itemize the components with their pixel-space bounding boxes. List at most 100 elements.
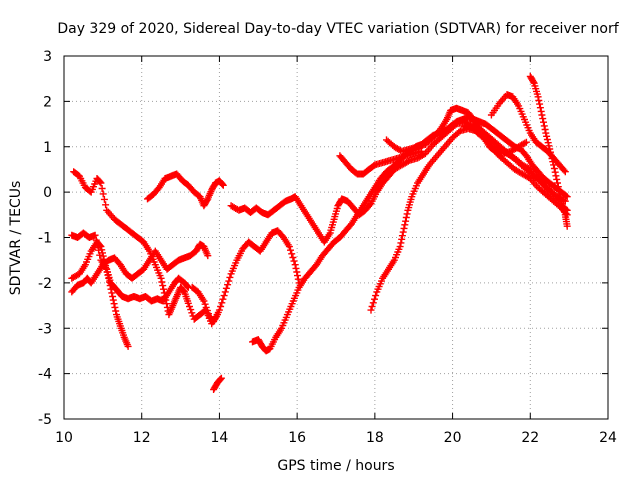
data-point-s4 (110, 300, 118, 308)
data-point-s7 (205, 310, 212, 318)
data-point-s14 (552, 172, 560, 180)
y-tick-label: 2 (43, 94, 52, 110)
data-point-s5 (203, 196, 211, 204)
data-point-s11 (397, 239, 405, 247)
data-point-s14 (563, 222, 571, 230)
data-point-s1 (158, 278, 166, 286)
data-point-s6 (522, 138, 530, 146)
y-axis-label: SDTVAR / TECUs (8, 181, 24, 296)
data-point-s11 (403, 210, 411, 218)
data-point-s14 (536, 104, 544, 112)
data-point-s5 (219, 181, 227, 189)
data-point-s4 (107, 285, 115, 293)
data-point-s3 (204, 252, 212, 260)
data-point-s1 (96, 178, 104, 186)
data-point-s9 (563, 193, 571, 201)
data-point-s1 (160, 285, 167, 293)
data-point-s11 (402, 214, 410, 221)
data-point-s1 (157, 274, 165, 282)
x-tick-label: 18 (366, 430, 384, 446)
data-point-s14 (536, 100, 544, 108)
data-point-s4 (111, 303, 119, 311)
data-point-s7 (294, 275, 302, 283)
data-point-s4 (100, 255, 108, 263)
data-point-s7 (201, 300, 209, 308)
data-point-s4 (104, 271, 112, 279)
data-point-s1 (102, 201, 110, 209)
data-point-s4 (97, 243, 105, 251)
data-point-s14 (543, 136, 551, 143)
data-point-s14 (550, 161, 558, 169)
data-point-s14 (540, 122, 548, 130)
data-point-s10 (418, 147, 425, 155)
data-point-s7 (289, 254, 297, 261)
data-point-s7 (288, 250, 296, 258)
data-point-s14 (545, 142, 553, 150)
data-point-s7 (215, 306, 223, 314)
data-point-s7 (202, 303, 210, 311)
data-point-s7 (200, 297, 208, 305)
x-tick-label: 10 (55, 430, 73, 446)
data-point-s14 (546, 145, 554, 153)
y-tick-label: 3 (43, 49, 52, 65)
axis-ticks (63, 55, 609, 420)
data-point-s14 (547, 148, 554, 156)
data-point-s1 (98, 185, 106, 192)
data-point-s14 (529, 78, 537, 86)
x-tick-label: 24 (599, 430, 617, 446)
data-point-s1 (184, 299, 192, 307)
data-point-s15 (560, 196, 568, 204)
data-point-s1 (186, 303, 193, 310)
y-tick-label: 0 (43, 185, 52, 201)
data-point-s7 (203, 307, 211, 315)
data-point-s2 (91, 231, 99, 239)
data-point-s7 (294, 272, 301, 280)
data-point-s14 (539, 115, 547, 123)
data-point-s14 (538, 111, 546, 119)
data-point-s12 (428, 135, 436, 143)
data-point-s11 (368, 303, 376, 310)
data-point-s6 (404, 157, 412, 165)
data-point-s13 (561, 168, 569, 176)
data-point-s7 (291, 261, 299, 269)
x-tick-label: 16 (288, 430, 306, 446)
data-point-s4 (103, 268, 111, 276)
y-tick-label: 1 (43, 140, 52, 156)
data-point-s7 (224, 281, 232, 289)
data-point-s11 (400, 224, 408, 232)
data-point-s14 (540, 118, 547, 126)
data-point-s7 (292, 264, 300, 272)
data-point-s7 (285, 243, 293, 251)
x-axis-label: GPS time / hours (277, 458, 394, 474)
chart-title: Day 329 of 2020, Sidereal Day-to-day VTE… (57, 21, 619, 37)
data-point-s5 (219, 180, 226, 188)
x-tick-label: 12 (133, 430, 151, 446)
data-point-s15 (561, 197, 569, 205)
data-point-s4 (109, 296, 117, 304)
data-point-s11 (401, 221, 409, 229)
data-point-s11 (369, 299, 377, 307)
data-point-s4 (108, 289, 116, 297)
data-points (68, 72, 571, 393)
data-point-s7 (221, 288, 229, 296)
x-tick-labels: 10 12 14 16 18 20 22 24 (55, 430, 617, 446)
x-tick-label: 22 (521, 430, 539, 446)
data-point-s11 (371, 295, 378, 303)
data-point-s4 (99, 252, 107, 260)
data-point-s7 (218, 299, 226, 307)
data-point-s14 (553, 175, 561, 183)
data-point-s4 (112, 307, 120, 315)
data-point-s4 (101, 259, 109, 266)
data-point-s11 (399, 228, 407, 236)
y-tick-label: -1 (38, 231, 52, 247)
data-point-s8 (217, 374, 225, 382)
data-point-s1 (188, 309, 196, 317)
data-point-s7 (220, 292, 228, 300)
data-point-s1 (159, 282, 167, 290)
y-tick-labels: -5 -4 -3 -2 -1 0 1 2 3 (38, 49, 52, 428)
data-point-s1 (97, 179, 105, 187)
data-point-s7 (225, 277, 233, 285)
y-tick-label: -4 (38, 367, 52, 383)
data-point-s14 (535, 97, 543, 104)
